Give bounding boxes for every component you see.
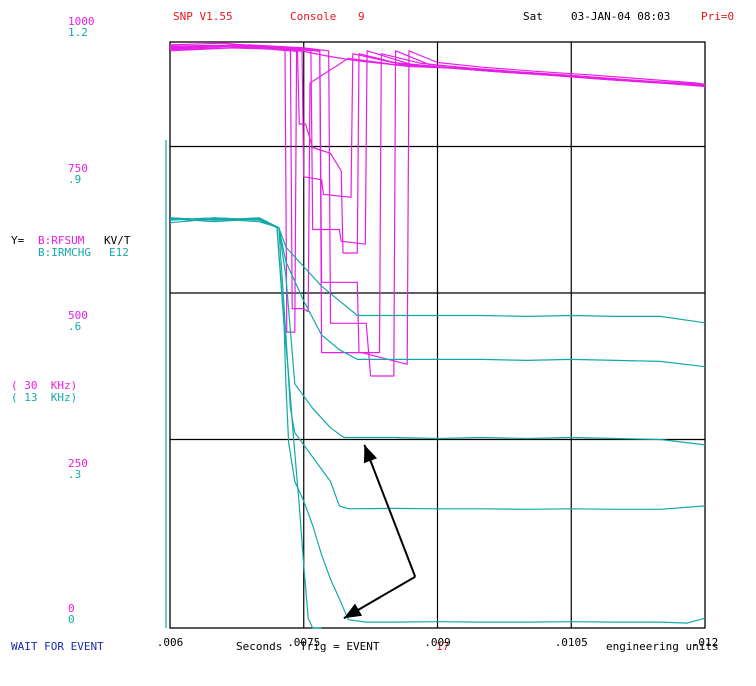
series-irmchg-trace — [169, 217, 706, 324]
x-tick-label: .0075 — [287, 636, 320, 649]
y2-tick-label: .3 — [68, 468, 81, 481]
y1-tick-label: 750 — [68, 162, 88, 175]
annotation-arrow-line — [363, 444, 417, 578]
legend-series2-name: B:IRMCHG — [38, 246, 91, 259]
trigger-value: 17 — [436, 640, 450, 653]
units-mode: engineering units — [606, 640, 719, 653]
x-axis-unit: Seconds — [236, 640, 283, 653]
x-tick-label: .009 — [424, 636, 451, 649]
plot-grid — [165, 41, 706, 629]
y2-tick-label: 1.2 — [68, 26, 88, 39]
x-tick-label: .0105 — [555, 636, 588, 649]
header-day: Sat — [523, 10, 543, 23]
y1-tick-label: 1000 — [68, 15, 95, 28]
console-number: 9 — [358, 10, 365, 23]
series-irmchg-trace — [169, 217, 706, 368]
legend-series2-unit: E12 — [109, 246, 129, 259]
annotation-arrow-head — [343, 603, 363, 619]
legend-series2-freq: ( 13 KHz) — [11, 391, 78, 404]
x-tick-label: .006 — [157, 636, 184, 649]
annotation-arrow-head — [363, 444, 378, 464]
plot-series — [169, 42, 706, 629]
y2-tick-label: .6 — [68, 320, 81, 333]
y1-tick-label: 500 — [68, 309, 88, 322]
legend-prefix: Y= — [11, 234, 25, 247]
status-text: WAIT FOR EVENT — [11, 640, 104, 653]
app-version: SNP V1.55 — [173, 10, 233, 23]
y2-tick-label: 0 — [68, 613, 75, 626]
series-rfsum-trace — [169, 46, 706, 365]
legend-series1-freq: ( 30 KHz) — [11, 379, 78, 392]
console-label: Console — [290, 10, 337, 23]
legend-series1-name: B:RFSUM — [38, 234, 85, 247]
series-irmchg-trace — [169, 217, 322, 629]
header-priority: Pri=0 — [701, 10, 735, 23]
x-tick-label: .012 — [692, 636, 719, 649]
trigger-label: Trig = EVENT — [300, 640, 380, 653]
axis-ticks: .006 .0075 .009 .0105 .012 1000 750 500 250 0 1.2.… — [68, 15, 718, 649]
series-rfsum-trace — [169, 44, 706, 377]
y1-tick-label: 250 — [68, 457, 88, 470]
header-datetime: 03-JAN-04 08:03 — [571, 10, 671, 23]
y2-tick-label: .9 — [68, 173, 81, 186]
y1-tick-label: 0 — [68, 602, 75, 615]
legend-series1-unit: KV/T — [104, 234, 131, 247]
annotation-arrows — [343, 444, 417, 620]
series-irmchg-trace — [169, 217, 706, 624]
